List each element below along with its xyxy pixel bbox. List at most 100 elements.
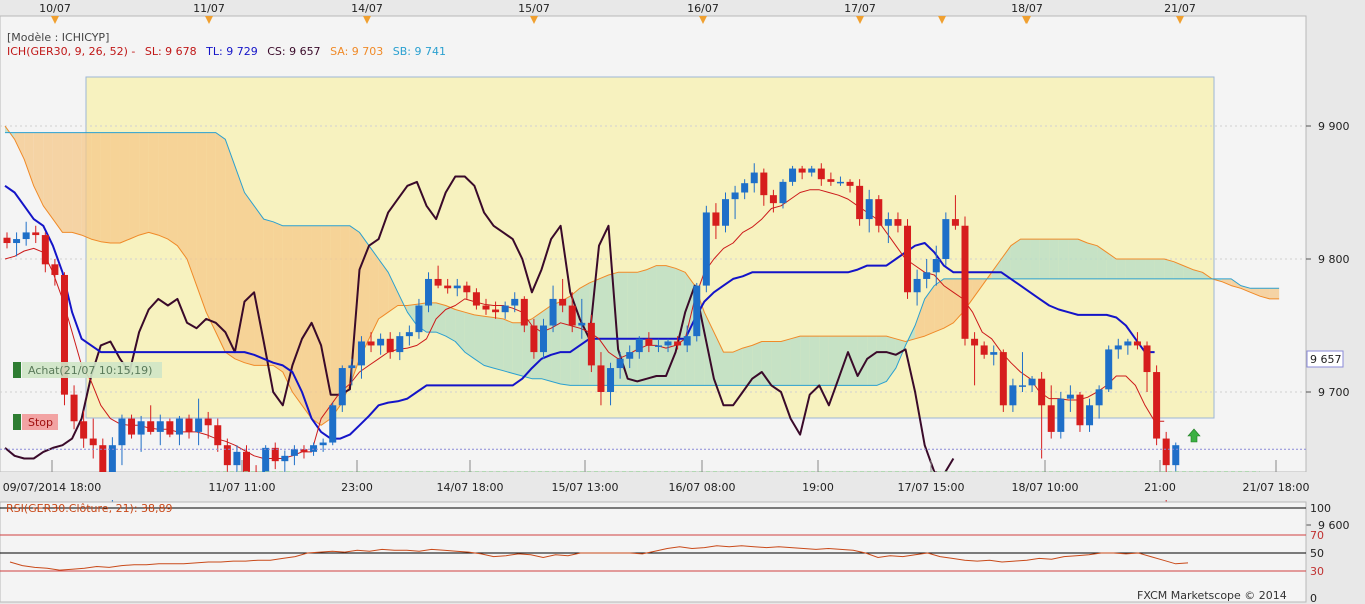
x-tick-label: 19:00 <box>802 481 834 494</box>
candle <box>549 285 557 333</box>
cloud-segment <box>819 336 829 386</box>
achat-order[interactable]: Achat(21/07 10:15,19) <box>13 362 162 378</box>
achat-label-box <box>22 362 162 378</box>
cloud-segment <box>713 332 724 386</box>
candle-body <box>980 345 988 355</box>
candle-body <box>214 425 222 446</box>
candle <box>990 345 998 366</box>
candle-body <box>156 421 164 432</box>
cloud-segment <box>292 225 302 406</box>
cloud-segment <box>24 132 34 186</box>
candle-body <box>434 278 442 286</box>
candle-body <box>281 455 289 462</box>
cloud-segment <box>1269 288 1280 299</box>
candle-body <box>990 352 998 355</box>
candle-body <box>539 325 547 353</box>
candle-body <box>549 298 557 326</box>
cs-value: CS: 9 657 <box>267 45 320 58</box>
cloud-segment <box>1221 278 1232 286</box>
cloud-segment <box>1145 259 1155 279</box>
date-marker-label: 16/07 <box>687 2 719 15</box>
candle-body <box>875 199 883 226</box>
cloud-segment <box>780 338 791 386</box>
candle-body <box>99 445 107 492</box>
candle-body <box>904 225 912 293</box>
candle <box>22 221 30 246</box>
cloud-segment <box>943 278 954 329</box>
candle-body <box>999 352 1007 406</box>
candle <box>338 365 346 412</box>
cloud-segment <box>282 225 293 392</box>
rsi-tick-label: 70 <box>1310 529 1324 542</box>
cloud-segment <box>378 259 389 319</box>
date-marker-triangle <box>363 16 371 24</box>
candle <box>70 385 78 430</box>
candle <box>607 362 615 406</box>
candle <box>214 418 222 452</box>
candle <box>89 418 97 459</box>
candle-body <box>1162 438 1170 466</box>
cloud-segment <box>206 132 216 333</box>
y-tick-label: 9 700 <box>1318 386 1350 399</box>
cloud-segment <box>388 272 398 313</box>
candle-body <box>760 172 768 196</box>
x-tick-label: 16/07 08:00 <box>669 481 736 494</box>
cloud-segment <box>790 336 801 386</box>
candle <box>654 338 662 353</box>
candle-body <box>108 445 116 492</box>
cloud-segment <box>62 132 73 233</box>
date-marker-label: 11/07 <box>193 2 225 15</box>
cloud-segment <box>503 318 513 374</box>
candle-body <box>329 405 337 443</box>
candle <box>769 189 777 213</box>
candle-body <box>175 418 183 435</box>
cloud-segment <box>646 265 657 386</box>
candle <box>1153 365 1161 446</box>
candle-body <box>635 338 643 353</box>
candle <box>501 301 509 319</box>
candle-body <box>674 341 682 346</box>
candle <box>195 398 203 446</box>
cloud-segment <box>110 132 120 244</box>
candle-body <box>243 451 250 472</box>
candle-body <box>520 298 528 326</box>
candle <box>175 415 183 446</box>
candle-body <box>951 219 959 226</box>
date-marker-triangle <box>51 16 59 24</box>
candle-body <box>1038 378 1046 406</box>
candle <box>41 232 49 273</box>
candle-body <box>223 445 231 466</box>
cloud-segment <box>924 285 935 337</box>
achat-handle[interactable] <box>13 362 21 378</box>
current-price-tag: 9 657 <box>1306 350 1344 368</box>
candle <box>635 336 643 359</box>
candle <box>453 278 461 297</box>
cloud-segment <box>177 132 188 259</box>
candle <box>597 352 605 406</box>
candle-body <box>386 338 394 353</box>
candle <box>750 163 758 193</box>
cloud-segment <box>330 225 341 419</box>
candle-body <box>137 421 145 435</box>
candle-body <box>118 418 126 446</box>
candle-body <box>722 199 729 226</box>
candle-body <box>741 183 749 193</box>
candle <box>434 265 442 289</box>
candle <box>932 245 940 286</box>
candle <box>1133 332 1141 350</box>
candle <box>884 212 892 244</box>
candle <box>1172 442 1180 472</box>
cloud-segment <box>187 132 197 286</box>
stop-handle[interactable] <box>13 414 21 430</box>
cloud-segment <box>464 312 475 359</box>
stop-order[interactable]: Stop <box>13 414 58 430</box>
candle <box>482 298 490 315</box>
senkou-b-line <box>5 132 1280 386</box>
candle-body <box>128 418 136 435</box>
candle <box>319 438 327 452</box>
cloud-segment <box>484 316 494 369</box>
candle <box>961 216 969 346</box>
candle-body <box>13 239 21 244</box>
candle <box>281 450 289 472</box>
candle-body <box>396 336 404 353</box>
